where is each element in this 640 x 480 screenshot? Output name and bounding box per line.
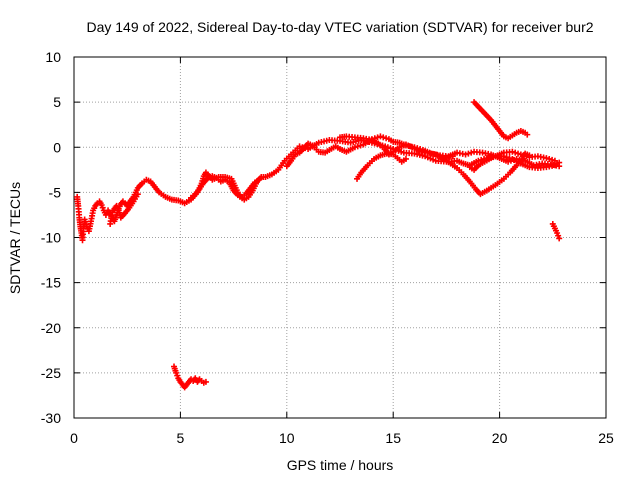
data-point — [556, 163, 563, 170]
y-tick-label: -30 — [41, 410, 61, 426]
series-branch-a — [107, 191, 141, 227]
y-tick-label: -10 — [41, 230, 61, 246]
data-point — [546, 155, 553, 162]
data-point — [509, 148, 516, 155]
data-point — [523, 153, 530, 160]
data-point — [510, 156, 517, 163]
data-point — [507, 157, 514, 164]
series-branch-d — [337, 133, 456, 162]
grid — [74, 57, 606, 418]
data-point — [543, 155, 550, 162]
y-tick-label: 5 — [53, 94, 61, 110]
y-axis-label: SDTVAR / TECUs — [7, 182, 23, 294]
x-tick-label: 15 — [385, 430, 401, 446]
data-point — [380, 134, 387, 141]
data-point — [556, 235, 563, 242]
y-tick-label: 0 — [53, 139, 61, 155]
x-tick-label: 5 — [177, 430, 185, 446]
series-right-cluster — [549, 220, 563, 242]
data-point — [383, 135, 390, 142]
y-tick-label: -25 — [41, 365, 61, 381]
data-point — [505, 158, 512, 165]
x-axis-label: GPS time / hours — [287, 457, 394, 473]
data-point — [462, 151, 469, 158]
y-tick-label: -15 — [41, 275, 61, 291]
series-branch-e — [354, 150, 409, 182]
data-point — [551, 157, 558, 164]
data-point — [524, 131, 531, 138]
ticks — [73, 56, 607, 419]
data-point — [520, 152, 527, 159]
data-points — [74, 99, 563, 391]
series-upper-arc — [471, 99, 531, 142]
chart-title: Day 149 of 2022, Sidereal Day-to-day VTE… — [86, 19, 593, 35]
y-tick-label: -20 — [41, 320, 61, 336]
y-tick-label: 10 — [45, 49, 61, 65]
x-tick-label: 10 — [279, 430, 295, 446]
tick-labels: 0 5 10 15 20 25 -30 -25 -20 -15 -10 -5 0 5 10 — [41, 49, 614, 446]
data-point — [468, 149, 475, 156]
data-point — [465, 150, 472, 157]
data-point — [449, 153, 456, 160]
data-point — [402, 155, 409, 162]
data-point — [354, 143, 361, 150]
x-tick-label: 0 — [70, 430, 78, 446]
data-point — [351, 144, 358, 151]
data-point — [549, 156, 556, 163]
series-branch-g — [466, 148, 558, 173]
data-point — [515, 150, 522, 157]
x-tick-label: 25 — [598, 430, 614, 446]
data-point — [512, 149, 519, 156]
data-point — [202, 378, 209, 385]
data-point — [374, 134, 381, 141]
data-point — [256, 176, 263, 183]
x-tick-label: 20 — [492, 430, 508, 446]
series-branch-b — [188, 173, 263, 201]
series-lower-cluster — [171, 363, 209, 391]
data-point — [134, 191, 141, 198]
plot-frame — [73, 56, 607, 419]
y-tick-label: -5 — [49, 184, 62, 200]
data-point — [296, 143, 303, 150]
data-point — [377, 133, 384, 140]
data-point — [357, 142, 364, 149]
data-point — [517, 151, 524, 158]
